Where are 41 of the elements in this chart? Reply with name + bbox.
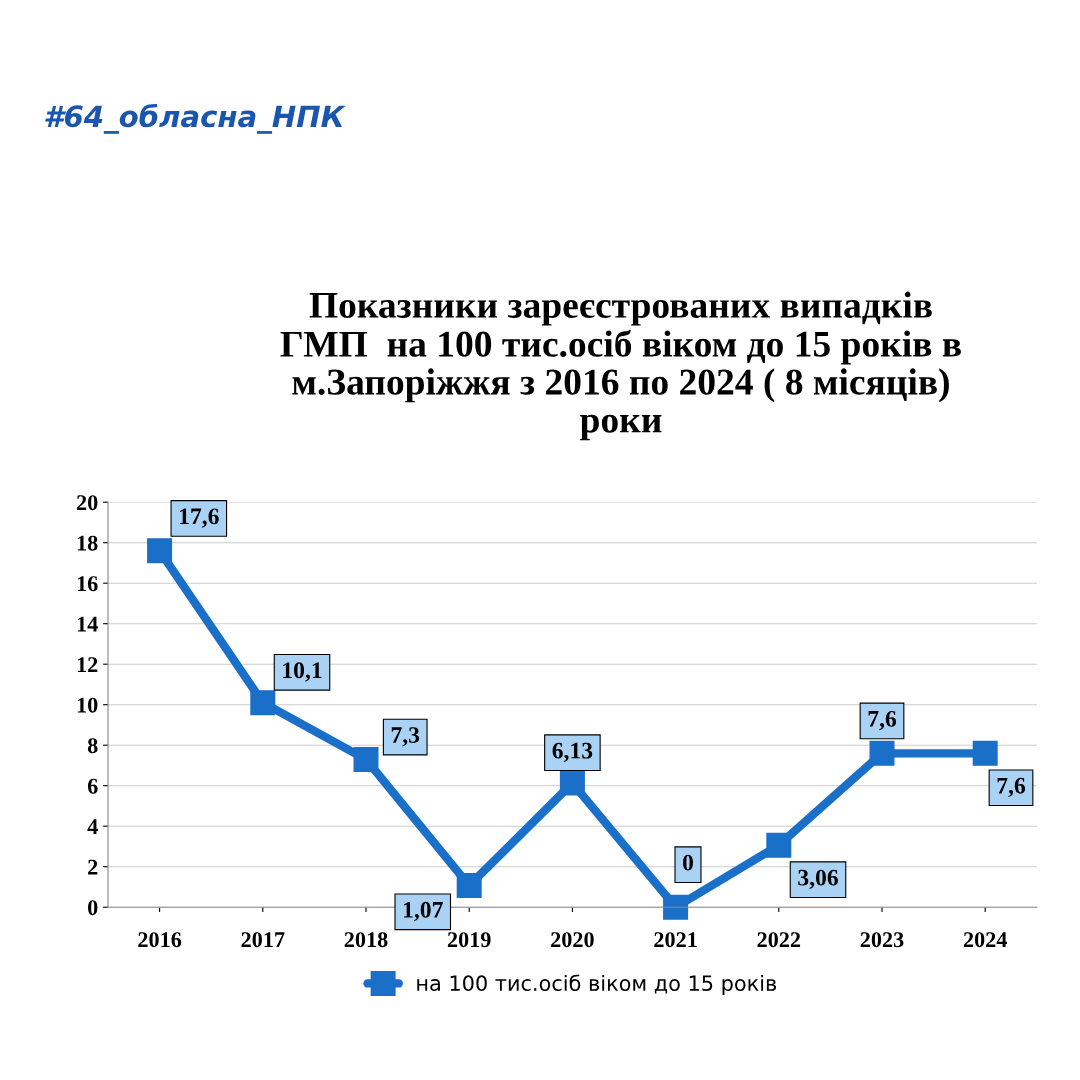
x-tick-label: 2020 [551, 932, 594, 948]
data-label: 7,3 [391, 727, 420, 747]
y-tick-label: 14 [77, 616, 98, 632]
x-tick-label: 2021 [654, 932, 697, 948]
data-label: 6,13 [552, 742, 593, 763]
point [353, 746, 379, 772]
data-label: 7,6 [868, 710, 897, 731]
y-tick-label: 18 [77, 535, 98, 551]
point [869, 740, 895, 766]
x-tick-label: 2018 [344, 932, 388, 948]
point [663, 894, 689, 920]
data-label: 3,06 [798, 869, 838, 889]
y-tick-label: 0 [88, 900, 98, 916]
y-tick-label: 4 [87, 819, 98, 834]
point [559, 770, 585, 796]
y-tick-label: 8 [87, 738, 98, 754]
x-tick-label: 2023 [860, 932, 904, 948]
point [972, 740, 998, 766]
point [766, 832, 792, 858]
x-tick-label: 2016 [138, 932, 182, 948]
point [250, 690, 276, 716]
data-label: 17,6 [180, 508, 219, 528]
x-tick-label: 2017 [241, 932, 285, 948]
text: #64_обласна_НПК [45, 103, 346, 134]
y-tick-label: 12 [77, 657, 98, 672]
data-label: 1,07 [403, 901, 443, 922]
x-tick-label: 2019 [447, 932, 491, 948]
x-tick-label: 2024 [963, 932, 1008, 948]
y-tick-label: 6 [87, 778, 98, 794]
data-label: 10,1 [283, 662, 322, 682]
y-tick-label: 2 [88, 859, 98, 875]
x-tick-label: 2022 [757, 932, 801, 948]
y-tick-label: 10 [77, 697, 98, 713]
y-tick-label: 16 [77, 576, 98, 592]
point [456, 873, 482, 899]
chart-title: Показники зареєстрованих випадків ГМП на 100 тис.осіб віком до 15 років в м.Запоріжжя з 2016 по 2024 ( 8 місяців) роки [280, 291, 961, 441]
point [147, 538, 173, 564]
y-tick-label: 20 [76, 495, 98, 511]
legend-label: на 100 тис.осіб віком до 15 років [417, 974, 777, 996]
data-label: 7,6 [997, 777, 1026, 798]
data-label: 0 [682, 854, 693, 871]
